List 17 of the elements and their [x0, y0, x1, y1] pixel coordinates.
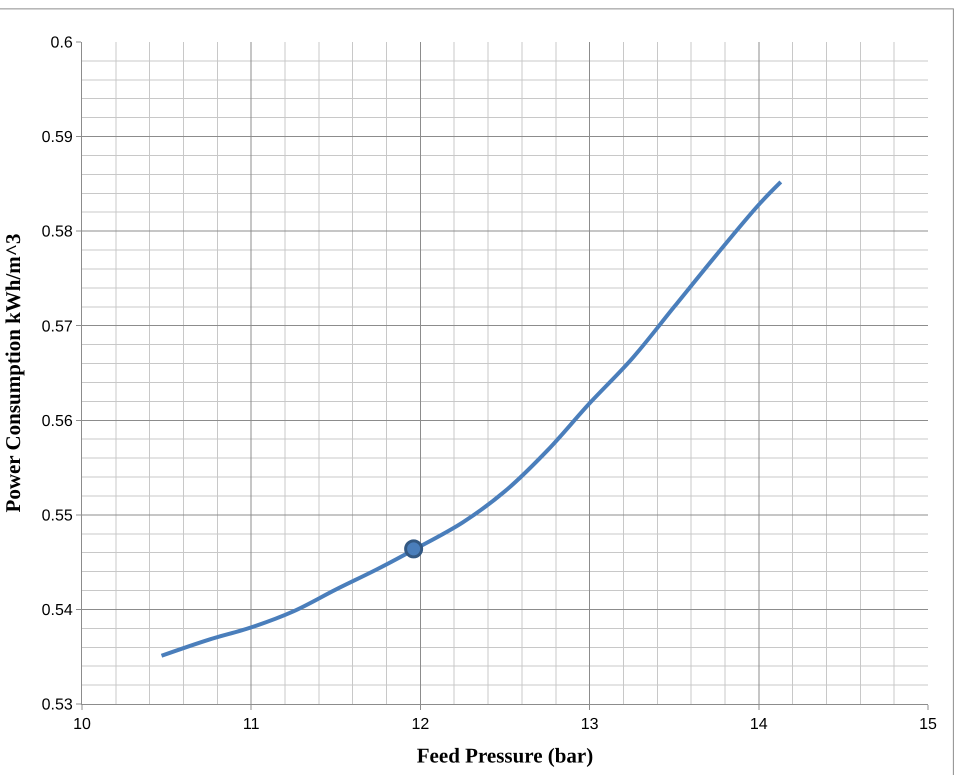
y-tick-label: 0.57	[42, 318, 73, 336]
y-tick-label: 0.56	[42, 412, 73, 430]
x-tick-label: 15	[919, 716, 937, 734]
y-axis-title: Power Consumption kWh/m^3	[0, 233, 25, 513]
y-tick-label: 0.6	[50, 34, 73, 52]
line-series	[160, 180, 783, 658]
y-tick-label: 0.54	[42, 602, 73, 620]
x-axis-title: Feed Pressure (bar)	[416, 743, 594, 768]
x-tick-label: 13	[580, 716, 599, 734]
y-tick-label: 0.55	[42, 507, 73, 524]
y-tick-label: 0.53	[42, 696, 73, 714]
x-tick-label: 14	[750, 716, 768, 734]
x-tick-label: 10	[73, 716, 91, 734]
y-tick-label: 0.58	[42, 224, 73, 241]
x-tick-label: 12	[412, 716, 430, 734]
x-tick-label: 11	[242, 716, 260, 734]
y-tick-label: 0.59	[42, 129, 73, 146]
